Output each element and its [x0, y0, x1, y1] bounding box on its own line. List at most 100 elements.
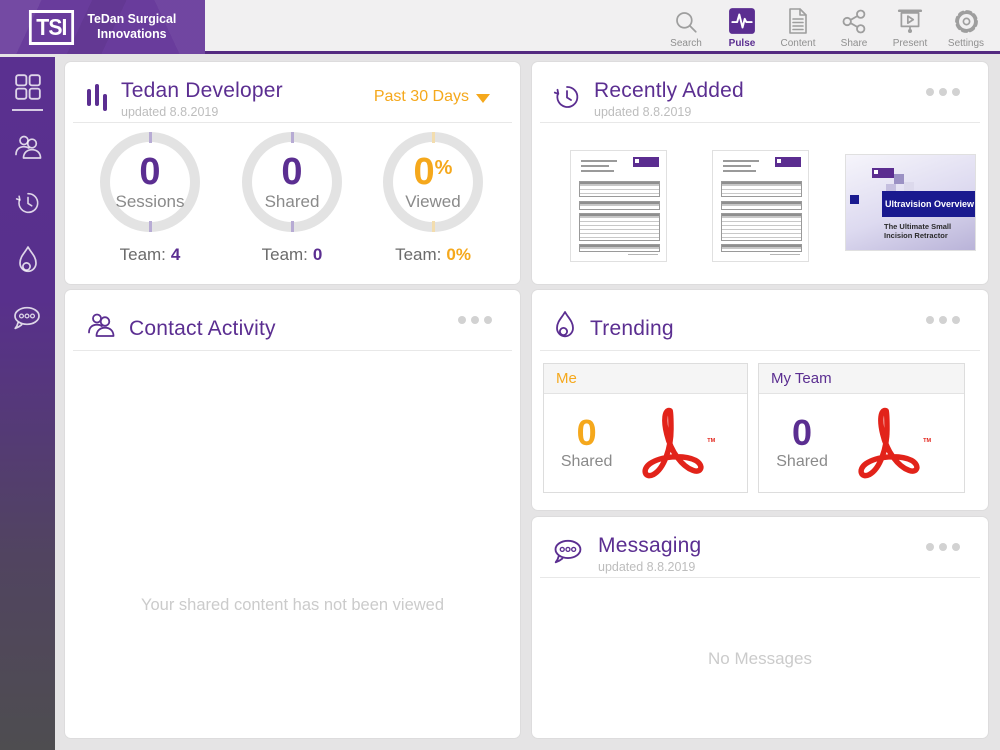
thumb-line: [581, 165, 609, 167]
logo-abbr: TSI: [28, 9, 74, 45]
donut-tick: [290, 221, 294, 232]
card-menu-dots[interactable]: [926, 543, 960, 551]
donut-tick: [431, 221, 435, 232]
contact-activity-header: Contact Activity: [73, 290, 512, 351]
updated-timestamp: updated 8.8.2019: [121, 105, 219, 119]
pdf-acrobat-icon: TM: [845, 404, 931, 488]
logo-brand-name: TeDan Surgical Innovations: [86, 11, 176, 41]
thumb-line: [628, 253, 658, 255]
sidebar-item-recent-history[interactable]: [14, 189, 42, 222]
viewed-label: Viewed: [405, 191, 461, 211]
card-menu-dots[interactable]: [926, 316, 960, 324]
thumb-table: [721, 181, 802, 197]
history-clock-icon: [15, 192, 38, 214]
messaging-bubble-icon: [552, 538, 586, 571]
messaging-bubble-icon: [13, 306, 40, 330]
share-icon: [841, 5, 868, 35]
recently-added-card: Recently Added updated 8.8.2019: [532, 62, 988, 284]
messaging-header: Messaging updated 8.8.2019: [540, 517, 980, 578]
toolbar-item-settings[interactable]: Settings: [938, 5, 994, 49]
thumb-line: [581, 170, 614, 172]
settings-gear-icon: [953, 5, 980, 35]
donut-tick: [148, 132, 152, 143]
card-title: Messaging: [598, 534, 702, 557]
presentation-thumbnail[interactable]: Ultravision Overview The Ultimate Small …: [845, 154, 976, 251]
messaging-card: Messaging updated 8.8.2019 No Messages: [532, 517, 988, 738]
trending-me-tab[interactable]: Me: [544, 364, 747, 394]
trending-flame-icon: [552, 310, 578, 345]
contacts-people-icon: [85, 311, 117, 344]
thumb-table: [721, 213, 802, 241]
thumb-table: [579, 213, 660, 241]
thumb-table: [579, 181, 660, 197]
team-shared-value: 0: [792, 412, 813, 453]
date-range-filter[interactable]: Past 30 Days: [374, 88, 490, 106]
pulse-icon: [728, 5, 756, 35]
thumb-logo-badge: [775, 157, 801, 167]
card-title: Recently Added: [594, 79, 744, 102]
team-sessions-stat: Team: 4: [119, 245, 181, 264]
sessions-label: Sessions: [115, 191, 185, 211]
donut-tick: [431, 132, 435, 143]
thumb-line: [723, 170, 756, 172]
slide-square: [904, 182, 914, 192]
sidebar-item-trending[interactable]: [15, 245, 41, 280]
chevron-down-icon: [476, 93, 490, 103]
team-shared-stat: Team: 0: [261, 245, 323, 264]
toolbar-item-share[interactable]: Share: [826, 5, 882, 49]
top-toolbar: Search Pulse Content Share Present: [658, 5, 994, 49]
thumb-table: [579, 201, 660, 210]
me-shared-label: Shared: [560, 453, 613, 470]
slide-square: [894, 174, 904, 184]
document-thumbnail[interactable]: [712, 150, 809, 262]
sessions-value: 0: [139, 150, 161, 193]
team-viewed-stat: Team: 0%: [395, 245, 471, 264]
sidebar-item-contacts[interactable]: [13, 133, 43, 166]
toolbar-item-search[interactable]: Search: [658, 5, 714, 49]
toolbar-item-present[interactable]: Present: [882, 5, 938, 49]
card-title: Tedan Developer: [121, 79, 283, 102]
trending-card: Trending Me 0 Shared TM My Team 0: [532, 290, 988, 510]
donut-tick: [148, 221, 152, 232]
empty-state-message: No Messages: [708, 649, 812, 668]
card-title: Trending: [590, 317, 674, 340]
team-shared-label: Shared: [776, 453, 828, 470]
top-header: TSI TeDan Surgical Innovations Search Pu…: [0, 0, 1000, 54]
dashboard-grid-icon: [14, 74, 41, 100]
trending-team-tab[interactable]: My Team: [759, 364, 964, 394]
card-menu-dots[interactable]: [458, 316, 492, 324]
thumb-table: [721, 244, 802, 252]
thumb-logo-badge: [633, 157, 659, 167]
empty-state-message: Your shared content has not been viewed: [140, 596, 445, 614]
bar-chart-icon: [85, 82, 109, 117]
donut-tick: [290, 132, 294, 143]
me-shared-value: 0: [576, 412, 597, 453]
dashboard-main: Tedan Developer updated 8.8.2019 Past 30…: [55, 57, 1000, 750]
trending-team-panel: My Team 0 Shared TM: [758, 363, 965, 493]
thumb-line: [723, 165, 751, 167]
slide-title: Ultravision Overview: [882, 191, 975, 217]
app-logo[interactable]: TSI TeDan Surgical Innovations: [0, 0, 205, 54]
thumb-line: [581, 160, 617, 162]
toolbar-item-content[interactable]: Content: [770, 5, 826, 49]
sidebar-item-dashboard[interactable]: [14, 73, 42, 106]
content-document-icon: [786, 5, 810, 35]
thumb-table: [579, 244, 660, 252]
contact-activity-card: Contact Activity Your shared content has…: [65, 290, 520, 738]
pdf-acrobat-icon: TM: [629, 404, 715, 488]
slide-square: [850, 195, 859, 204]
developer-card-header: Tedan Developer updated 8.8.2019 Past 30…: [73, 62, 512, 123]
viewed-donut: 0% Viewed: [383, 132, 483, 232]
toolbar-item-pulse[interactable]: Pulse: [714, 5, 770, 49]
contacts-people-icon: [14, 135, 41, 159]
shared-value: 0: [281, 150, 303, 193]
thumb-line: [723, 160, 759, 162]
sidebar-item-messaging[interactable]: [12, 305, 44, 337]
developer-stats-card: Tedan Developer updated 8.8.2019 Past 30…: [65, 62, 520, 284]
recently-added-header: Recently Added updated 8.8.2019: [540, 62, 980, 123]
trending-me-panel: Me 0 Shared TM: [543, 363, 748, 493]
history-clock-icon: [552, 83, 582, 116]
document-thumbnail[interactable]: [570, 150, 667, 262]
left-sidebar: [0, 57, 55, 750]
card-menu-dots[interactable]: [926, 88, 960, 96]
